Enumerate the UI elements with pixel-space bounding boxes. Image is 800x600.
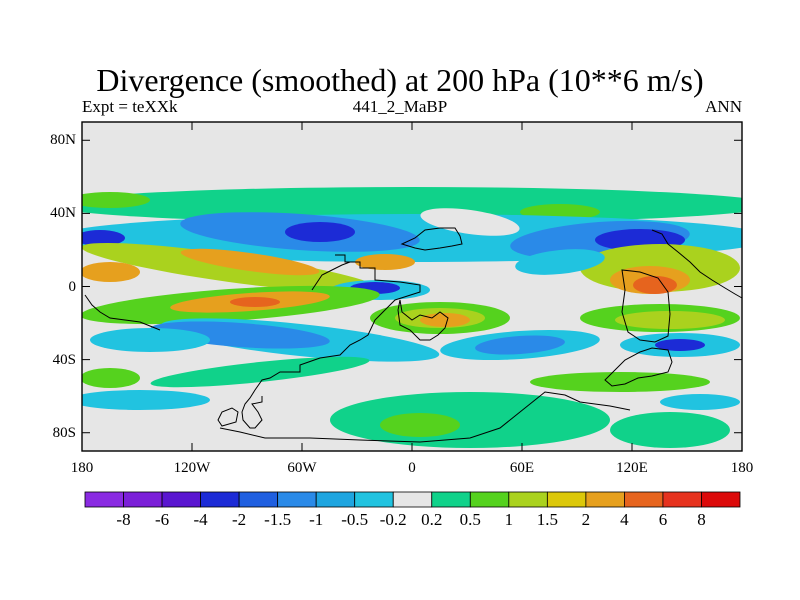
colorbar-label: 0.5 <box>459 510 481 529</box>
x-tick-label: 180 <box>70 460 94 476</box>
contour-region-mod_pos <box>615 311 725 329</box>
colorbar-swatch <box>546 491 587 508</box>
colorbar-swatch <box>469 491 510 508</box>
contour-region-weak_neg <box>660 394 740 410</box>
contour-region-pos <box>530 372 710 392</box>
contour-region-warm <box>180 248 320 276</box>
colorbar-label: -8 <box>116 510 131 529</box>
field-contour-fills <box>82 187 742 448</box>
contour-region-pos <box>82 368 140 388</box>
colorbar-label: -0.5 <box>341 510 369 529</box>
contour-region-weak_neg <box>515 249 605 275</box>
colorbar-swatch <box>585 491 625 508</box>
x-tick-label: 120E <box>616 460 648 476</box>
coastline-central-america <box>311 261 351 291</box>
contour-region-weak_pos <box>610 412 730 448</box>
colorbar-swatch <box>123 491 163 508</box>
run-id-label: 441_2_MaBP <box>352 97 448 116</box>
divergence-field <box>82 122 742 451</box>
coastline-outlines <box>84 227 743 443</box>
coastline-australia <box>604 347 673 387</box>
colorbar-swatch <box>354 491 394 508</box>
colorbar-swatch <box>662 491 702 508</box>
colorbar-label: -4 <box>193 510 208 529</box>
colorbar-label: 6 <box>658 510 668 529</box>
contour-region-weak_pos <box>330 392 610 448</box>
season-label: ANN <box>705 97 742 116</box>
colorbar-swatch <box>392 491 433 508</box>
colorbar-label: -6 <box>154 510 170 529</box>
contour-region-warm <box>82 262 140 282</box>
contour-region-weak_pos <box>150 356 370 388</box>
coastline-south-america <box>241 254 421 429</box>
colorbar <box>84 491 741 508</box>
contour-region-warm <box>420 313 470 327</box>
contour-region-mod_pos <box>82 242 379 294</box>
coastline-maritime-continent <box>621 269 671 343</box>
contour-region-strong_neg <box>82 230 125 246</box>
contour-region-neg <box>475 335 565 355</box>
colorbar-swatch <box>701 491 741 508</box>
colorbar-swatch <box>277 491 317 508</box>
contour-region-neutral <box>420 208 520 236</box>
axis-ticks <box>81 122 743 451</box>
y-tick-label: 40S <box>52 351 76 368</box>
x-tick-label: 0 <box>408 460 416 476</box>
contour-region-warm <box>355 254 415 270</box>
coastline-antarctica <box>219 391 631 443</box>
colorbar-label: -2 <box>232 510 247 529</box>
colorbar-label: -0.2 <box>379 510 407 529</box>
colorbar-label: 8 <box>697 510 706 529</box>
contour-region-hot <box>633 276 677 294</box>
coastline-antarctic-peninsula <box>217 407 239 427</box>
colorbar-swatch <box>200 491 240 508</box>
colorbar-swatch <box>161 491 201 508</box>
colorbar-label: 0.2 <box>421 510 443 529</box>
contour-region-weak_neg <box>90 328 210 352</box>
y-tick-label: 40N <box>50 205 76 222</box>
colorbar-swatch <box>238 491 279 508</box>
experiment-label: Expt = teXXk <box>82 97 178 116</box>
contour-region-strong_neg <box>655 339 705 351</box>
y-tick-label: 80S <box>52 424 76 441</box>
x-tick-label: 60E <box>509 460 535 476</box>
x-tick-label: 180 <box>730 460 754 476</box>
colorbar-label: -1 <box>309 510 324 529</box>
colorbar-swatch <box>84 491 124 508</box>
x-tick-label: 120W <box>173 460 211 476</box>
contour-region-strong_neg <box>285 222 355 242</box>
coastline-africa <box>397 299 449 341</box>
colorbar-swatch <box>508 491 548 508</box>
contour-region-weak_neg <box>82 390 210 410</box>
coastline-western-pacific <box>84 294 161 331</box>
y-tick-label: 80N <box>50 132 76 149</box>
colorbar-swatch <box>315 491 356 508</box>
contour-region-pos <box>380 413 460 437</box>
colorbar-label: 1.5 <box>536 510 558 529</box>
y-tick-label: 0 <box>68 278 77 295</box>
coastline-north-africa <box>400 227 463 251</box>
x-tick-label: 60W <box>287 460 317 476</box>
colorbar-swatch <box>624 491 664 508</box>
colorbar-label: -1.5 <box>264 510 292 529</box>
contour-region-hot <box>230 297 280 307</box>
colorbar-label: 1 <box>504 510 514 529</box>
plot-title: Divergence (smoothed) at 200 hPa (10**6 … <box>96 62 704 98</box>
coastline-east-asia <box>651 229 743 299</box>
colorbar-swatch <box>431 491 471 508</box>
colorbar-label: 2 <box>581 510 591 529</box>
contour-region-pos <box>82 192 150 208</box>
colorbar-label: 4 <box>620 510 629 529</box>
